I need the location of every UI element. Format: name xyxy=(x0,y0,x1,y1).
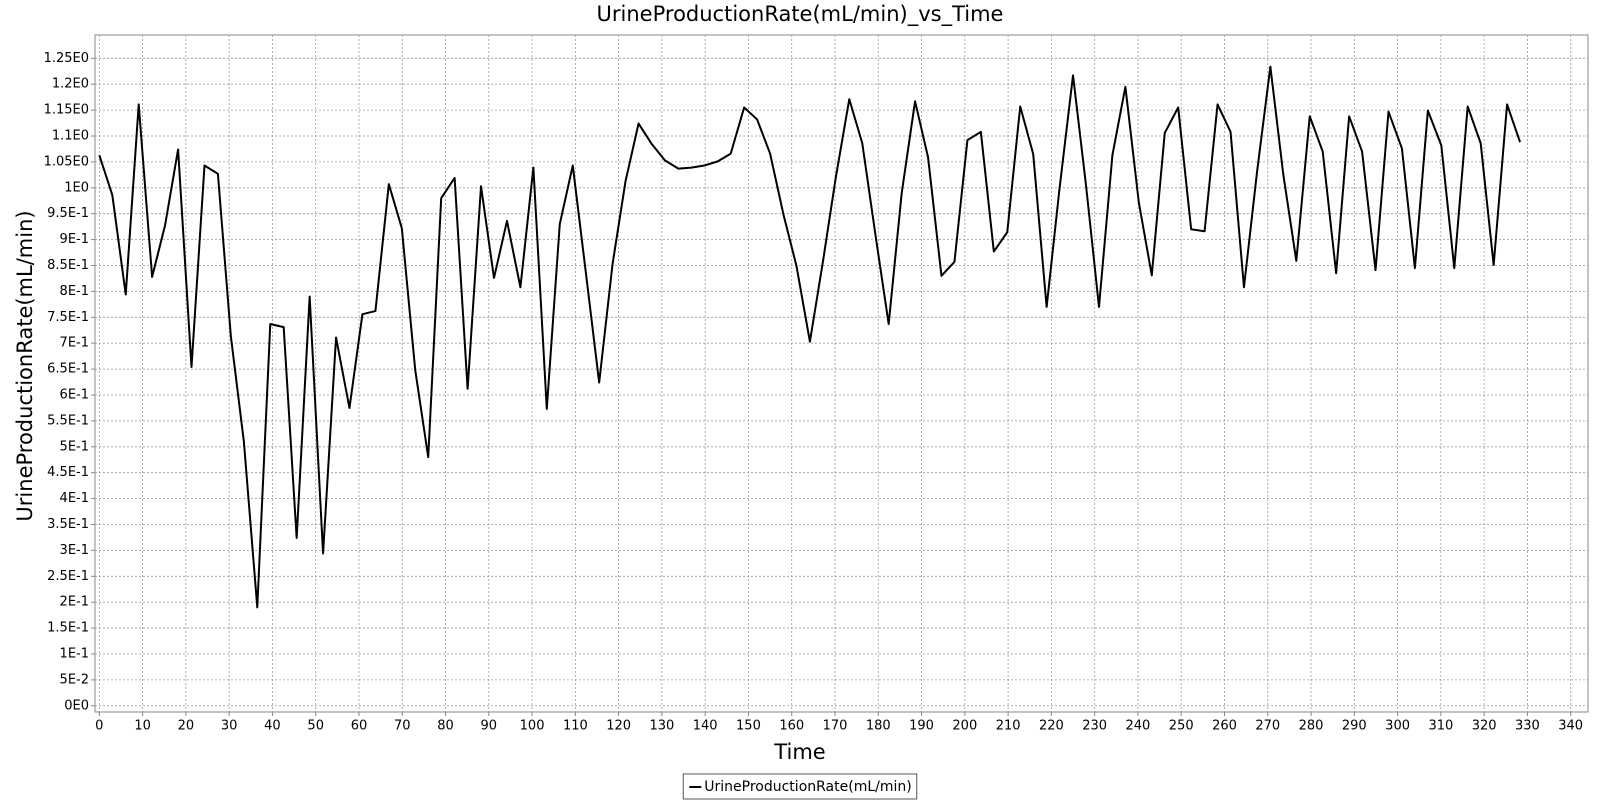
y-tick-label: 8.5E-1 xyxy=(47,258,89,273)
legend-label: UrineProductionRate(mL/min) xyxy=(704,779,911,795)
legend: UrineProductionRate(mL/min) xyxy=(682,773,918,800)
y-tick-label: 5E-2 xyxy=(60,672,89,687)
x-tick-label: 340 xyxy=(1558,719,1583,734)
y-tick-label: 1.5E-1 xyxy=(47,621,89,636)
x-tick-label: 250 xyxy=(1169,719,1194,734)
y-tick-label: 3.5E-1 xyxy=(47,517,89,532)
x-tick-label: 150 xyxy=(736,719,761,734)
y-tick-label: 2E-1 xyxy=(60,595,89,610)
x-tick-label: 140 xyxy=(693,719,718,734)
x-tick-label: 80 xyxy=(437,719,454,734)
y-tick-label: 4E-1 xyxy=(60,491,89,506)
y-tick-label: 6E-1 xyxy=(60,387,89,402)
x-tick-label: 310 xyxy=(1428,719,1453,734)
x-tick-label: 110 xyxy=(563,719,588,734)
legend-box xyxy=(682,773,918,800)
x-tick-label: 170 xyxy=(823,719,848,734)
x-tick-label: 200 xyxy=(952,719,977,734)
y-tick-label: 1.15E0 xyxy=(44,103,89,118)
y-tick-label: 9.5E-1 xyxy=(47,206,89,221)
y-tick-label: 1E-1 xyxy=(60,646,89,661)
y-axis-label: UrineProductionRate(mL/min) xyxy=(13,210,37,521)
x-tick-label: 0 xyxy=(95,719,103,734)
y-tick-label: 0E0 xyxy=(64,698,89,713)
x-tick-label: 270 xyxy=(1255,719,1280,734)
y-tick-label: 1E0 xyxy=(64,180,89,195)
y-tick-label: 1.2E0 xyxy=(52,77,89,92)
x-tick-label: 160 xyxy=(779,719,804,734)
x-tick-label: 290 xyxy=(1342,719,1367,734)
x-tick-label: 130 xyxy=(649,719,674,734)
y-tick-label: 7E-1 xyxy=(60,336,89,351)
y-tick-label: 6.5E-1 xyxy=(47,362,89,377)
plot-frame xyxy=(94,34,1589,713)
x-tick-label: 230 xyxy=(1082,719,1107,734)
y-tick-label: 8E-1 xyxy=(60,284,89,299)
y-tick-label: 9E-1 xyxy=(60,232,89,247)
x-tick-label: 180 xyxy=(866,719,891,734)
x-tick-label: 40 xyxy=(264,719,281,734)
y-tick-label: 5E-1 xyxy=(60,439,89,454)
x-tick-label: 320 xyxy=(1472,719,1497,734)
x-tick-label: 100 xyxy=(520,719,545,734)
y-tick-label: 5.5E-1 xyxy=(47,413,89,428)
x-axis-label: Time xyxy=(773,740,825,764)
x-tick-label: 280 xyxy=(1299,719,1324,734)
x-tick-label: 60 xyxy=(351,719,368,734)
x-tick-label: 220 xyxy=(1039,719,1064,734)
x-tick-label: 260 xyxy=(1212,719,1237,734)
x-tick-label: 300 xyxy=(1385,719,1410,734)
x-tick-label: 50 xyxy=(307,719,324,734)
x-tick-label: 30 xyxy=(221,719,238,734)
x-tick-label: 240 xyxy=(1126,719,1151,734)
y-tick-label: 1.25E0 xyxy=(44,51,89,66)
x-tick-label: 330 xyxy=(1515,719,1540,734)
y-tick-label: 3E-1 xyxy=(60,543,89,558)
x-tick-label: 70 xyxy=(394,719,411,734)
chart-title: UrineProductionRate(mL/min)_vs_Time xyxy=(597,2,1004,27)
data-line xyxy=(98,65,1522,609)
x-tick-label: 20 xyxy=(178,719,195,734)
y-tick-label: 1.05E0 xyxy=(44,154,89,169)
x-tick-label: 120 xyxy=(606,719,631,734)
x-tick-label: 210 xyxy=(996,719,1021,734)
x-tick-label: 190 xyxy=(909,719,934,734)
y-tick-label: 4.5E-1 xyxy=(47,465,89,480)
y-tick-label: 2.5E-1 xyxy=(47,569,89,584)
x-tick-label: 10 xyxy=(134,719,151,734)
x-tick-label: 90 xyxy=(481,719,498,734)
y-tick-label: 7.5E-1 xyxy=(47,310,89,325)
y-tick-label: 1.1E0 xyxy=(52,129,89,144)
